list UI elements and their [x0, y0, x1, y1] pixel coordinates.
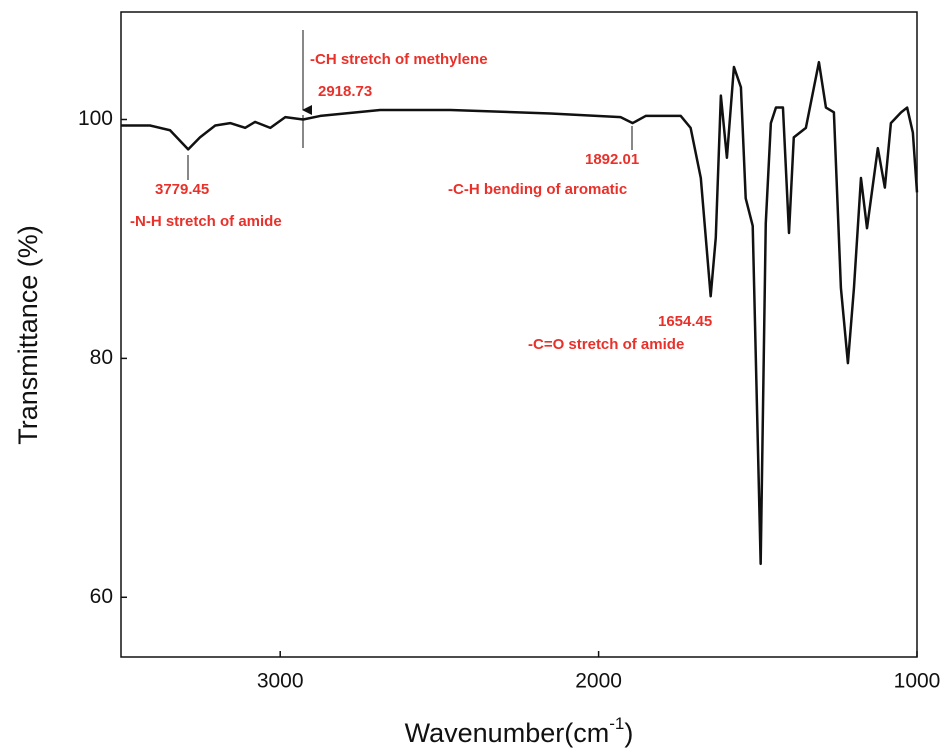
x-axis-label-sup: -1: [609, 714, 624, 733]
annotation: -C=O stretch of amide: [528, 336, 684, 353]
annotation: 2918.73: [318, 83, 372, 100]
annotation: -C-H bending of aromatic: [448, 181, 627, 198]
annotation: 3779.45: [155, 181, 209, 198]
x-axis-label-text: Wavenumber(cm: [405, 718, 610, 748]
x-tick-label: 2000: [575, 670, 622, 693]
x-tick-label: 3000: [257, 670, 304, 693]
annotation: -N-H stretch of amide: [130, 213, 282, 230]
y-tick-label: 100: [78, 107, 113, 130]
x-axis-label: Wavenumber(cm-1): [405, 714, 634, 748]
x-axis-label-text: ): [624, 718, 633, 748]
annotation: 1892.01: [585, 151, 639, 168]
y-tick-label: 80: [90, 346, 113, 369]
annotation: 1654.45: [658, 313, 712, 330]
spectrum-line: [121, 60, 919, 566]
y-axis-label: Transmittance (%): [13, 225, 43, 445]
annotation: -CH stretch of methylene: [310, 51, 488, 68]
x-tick-label: 1000: [894, 670, 941, 693]
plot-frame: [120, 11, 918, 658]
y-tick-label: 60: [90, 585, 113, 608]
